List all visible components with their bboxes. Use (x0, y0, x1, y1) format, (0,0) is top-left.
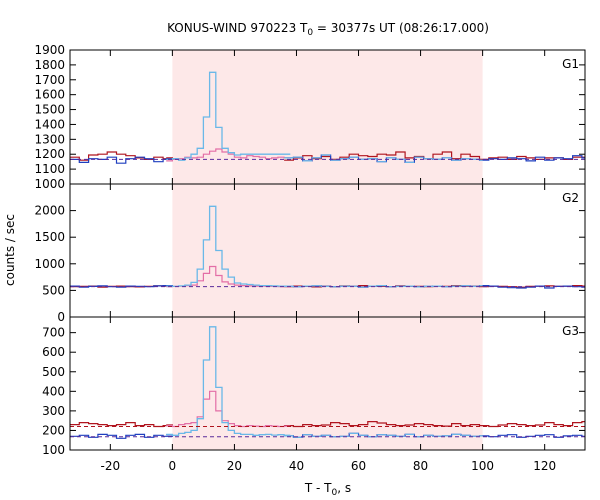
y-tick-label: 200 (42, 423, 65, 437)
panels-group: 1000110012001300140015001600170018001900… (34, 43, 586, 473)
y-tick-label: 1800 (34, 58, 65, 72)
x-tick-label: 20 (227, 459, 242, 473)
series-red-post (284, 151, 585, 161)
y-tick-label: 500 (42, 365, 65, 379)
y-tick-label: 600 (42, 345, 65, 359)
y-tick-label: 1500 (34, 103, 65, 117)
series-blue-pre (70, 433, 173, 439)
y-tick-label: 1700 (34, 73, 65, 87)
shaded-interval (172, 50, 483, 184)
panel-g1: 1000110012001300140015001600170018001900… (34, 43, 586, 191)
x-tick-label: 0 (169, 459, 177, 473)
x-tick-label: 120 (533, 459, 556, 473)
series-lightblue-highres (166, 326, 291, 436)
y-tick-label: 400 (42, 384, 65, 398)
x-axis-label-main: T - T (304, 481, 332, 495)
y-tick-label: 2000 (34, 204, 65, 218)
shaded-interval (172, 317, 483, 450)
y-tick-label: 1000 (34, 177, 65, 191)
y-tick-label: 500 (42, 283, 65, 297)
chart-title-main: KONUS-WIND 970223 T (167, 21, 308, 35)
panel-g2: 0 500 1000 1500 2000 G2 (34, 183, 586, 324)
x-axis-label-rest: , s (337, 481, 351, 495)
x-axis-label-subscript: 0 (332, 488, 338, 498)
panel-label-g2: G2 (562, 191, 579, 205)
panel-label-g1: G1 (562, 57, 579, 71)
x-tick-label: 40 (289, 459, 304, 473)
x-tick-label: -20 (101, 459, 121, 473)
y-tick-label: 1500 (34, 230, 65, 244)
shaded-interval (172, 184, 483, 317)
x-tick-label: 100 (471, 459, 494, 473)
y-tick-label: 100 (42, 443, 65, 457)
series-blue-pre (70, 285, 173, 288)
y-tick-label: 0 (57, 310, 65, 324)
y-tick-label: 300 (42, 404, 65, 418)
y-tick-label: 1300 (34, 132, 65, 146)
panel-label-g3: G3 (562, 324, 579, 338)
panel-frame (69, 316, 586, 451)
chart-title: KONUS-WIND 970223 T0 = 30377s UT (08:26:… (167, 21, 489, 38)
x-axis-label: T - T0, s (304, 481, 351, 498)
chart-title-subscript: 0 (307, 28, 313, 38)
x-tick-label: 60 (351, 459, 366, 473)
y-tick-label: 1400 (34, 117, 65, 131)
series-red-post (284, 421, 585, 428)
y-tick-label: 1100 (34, 162, 65, 176)
x-tick-label: 80 (413, 459, 428, 473)
series-lightblue-highres (166, 205, 291, 288)
series-blue-pre (70, 156, 173, 164)
chart-title-rest: = 30377s UT (08:26:17.000) (313, 21, 489, 35)
series-red-pre (70, 422, 173, 428)
y-axis-label: counts / sec (3, 214, 17, 286)
y-tick-label: 1000 (34, 257, 65, 271)
y-tick-label: 1900 (34, 43, 65, 57)
panel-g3: 100 200 300 400 500 600 700 G3 (42, 316, 586, 457)
series-red-pre (70, 151, 173, 161)
y-tick-label: 1600 (34, 88, 65, 102)
y-tick-label: 700 (42, 326, 65, 340)
y-tick-label: 1200 (34, 147, 65, 161)
